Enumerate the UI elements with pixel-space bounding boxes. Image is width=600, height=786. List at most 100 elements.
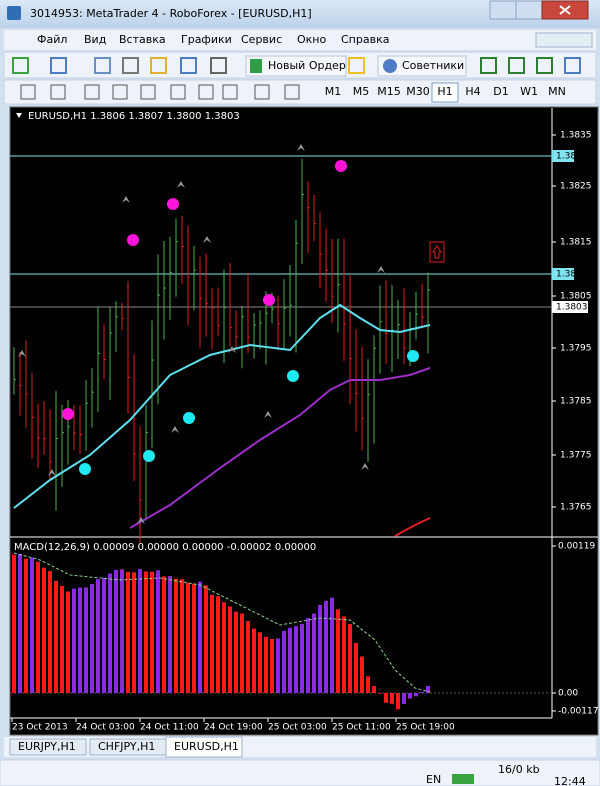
fractal-arrow <box>18 350 26 357</box>
macd-bar <box>390 693 394 704</box>
toolbar <box>3 79 597 105</box>
tool-button[interactable] <box>254 84 270 100</box>
macd-bar <box>204 585 208 693</box>
experts-label: Советники <box>402 59 464 72</box>
macd-bar <box>396 693 400 710</box>
tool-button[interactable] <box>284 84 300 100</box>
toolbar-button[interactable] <box>210 57 227 74</box>
moving-average <box>129 367 431 529</box>
status-bar <box>0 759 600 786</box>
macd-bar <box>108 573 112 693</box>
tool-button[interactable] <box>84 84 100 100</box>
fractal-arrow <box>228 346 236 353</box>
chart-tab[interactable] <box>165 736 243 758</box>
alert-icon <box>429 241 445 263</box>
menu-item[interactable]: Файл <box>37 33 67 46</box>
timeframe-button[interactable]: H4 <box>465 85 480 98</box>
new-order-icon <box>250 59 262 73</box>
menu-item[interactable]: Вид <box>84 33 107 46</box>
macd-bar <box>216 596 220 693</box>
tool-button[interactable] <box>50 84 66 100</box>
macd-bar <box>372 686 376 693</box>
tool-button[interactable] <box>222 84 238 100</box>
fractal-arrow <box>264 411 272 418</box>
macd-bar <box>342 616 346 693</box>
fractal-arrow <box>48 469 56 476</box>
tool-button[interactable] <box>198 84 214 100</box>
chart-tab-label[interactable]: CHFJPY,H1 <box>98 740 155 753</box>
macd-bar <box>252 628 256 693</box>
fractal-arrow <box>137 517 145 524</box>
price-label: 1.3835 <box>560 131 592 141</box>
menu-item[interactable]: Сервис <box>241 33 282 46</box>
signal-dot <box>62 408 74 420</box>
toolbar-button[interactable] <box>150 57 167 74</box>
tool-button[interactable] <box>170 84 186 100</box>
macd-bar <box>156 570 160 693</box>
menu-item[interactable]: Справка <box>341 33 389 46</box>
toolbar-button[interactable] <box>348 57 365 74</box>
level-label: 1.3809 <box>556 270 588 280</box>
macd-bar <box>150 571 154 693</box>
timeframe-button[interactable]: M15 <box>377 85 401 98</box>
toolbar-button[interactable] <box>12 57 29 74</box>
time-label: 24 Oct 11:00 <box>140 723 199 733</box>
macd-bar <box>228 606 232 693</box>
toolbar-button[interactable] <box>50 57 67 74</box>
toolbar-button[interactable] <box>480 57 497 74</box>
macd-bar <box>180 579 184 693</box>
macd-bar <box>366 676 370 693</box>
macd-bar <box>138 569 142 693</box>
toolbar-button[interactable] <box>564 57 581 74</box>
time-label: 25 Oct 11:00 <box>332 723 391 733</box>
macd-bar <box>96 579 100 693</box>
app-icon <box>7 6 21 20</box>
timeframe-button[interactable]: D1 <box>493 85 508 98</box>
macd-bar <box>48 571 52 693</box>
macd-bar <box>258 632 262 693</box>
current-price-tag <box>552 301 588 313</box>
level-label: 1.3831 <box>556 152 588 162</box>
tool-button[interactable] <box>140 84 156 100</box>
timeframe-button[interactable]: H1 <box>437 85 452 98</box>
minimize-button[interactable] <box>489 0 517 20</box>
experts-button[interactable] <box>377 55 467 77</box>
alert-arrow <box>432 245 442 259</box>
time-label: 24 Oct 19:00 <box>204 723 263 733</box>
macd-bar <box>18 553 22 693</box>
toolbar-button[interactable] <box>122 57 139 74</box>
toolbar-button[interactable] <box>536 57 553 74</box>
macd-bar <box>306 618 310 693</box>
price-label: 1.3775 <box>560 451 592 461</box>
chart-tab-label[interactable]: EURUSD,H1 <box>174 740 239 753</box>
moving-average <box>394 517 431 537</box>
toolbar-button[interactable] <box>180 57 197 74</box>
timeframe-button[interactable]: W1 <box>520 85 538 98</box>
toolbar-button[interactable] <box>508 57 525 74</box>
signal-dot <box>335 160 347 172</box>
indicator-label: 0.00119 <box>558 542 595 552</box>
new-order-button[interactable] <box>245 55 347 77</box>
maximize-button[interactable] <box>515 0 543 20</box>
timeframe-button[interactable]: M1 <box>325 85 342 98</box>
toolbar-button[interactable] <box>94 57 111 74</box>
fractal-arrow <box>171 426 179 433</box>
menu-item[interactable]: Графики <box>181 33 232 46</box>
macd-bar <box>12 554 16 693</box>
timeframe-button[interactable]: M5 <box>353 85 370 98</box>
tool-button[interactable] <box>20 84 36 100</box>
chart-tab-label[interactable]: EURJPY,H1 <box>18 740 76 753</box>
price-label: 1.3825 <box>560 182 592 192</box>
timeframe-button[interactable]: M30 <box>406 85 430 98</box>
fractal-arrow <box>122 196 130 203</box>
signal-dot <box>167 198 179 210</box>
macd-bar <box>426 685 430 693</box>
macd-bar <box>186 582 190 693</box>
tool-button[interactable] <box>112 84 128 100</box>
menu-item[interactable]: Окно <box>297 33 326 46</box>
time-label: 25 Oct 03:00 <box>268 723 327 733</box>
menu-item[interactable]: Вставка <box>119 33 166 46</box>
timeframe-button[interactable]: MN <box>548 85 566 98</box>
chart-tab[interactable] <box>9 738 87 756</box>
clock: 12:44 <box>554 775 586 786</box>
